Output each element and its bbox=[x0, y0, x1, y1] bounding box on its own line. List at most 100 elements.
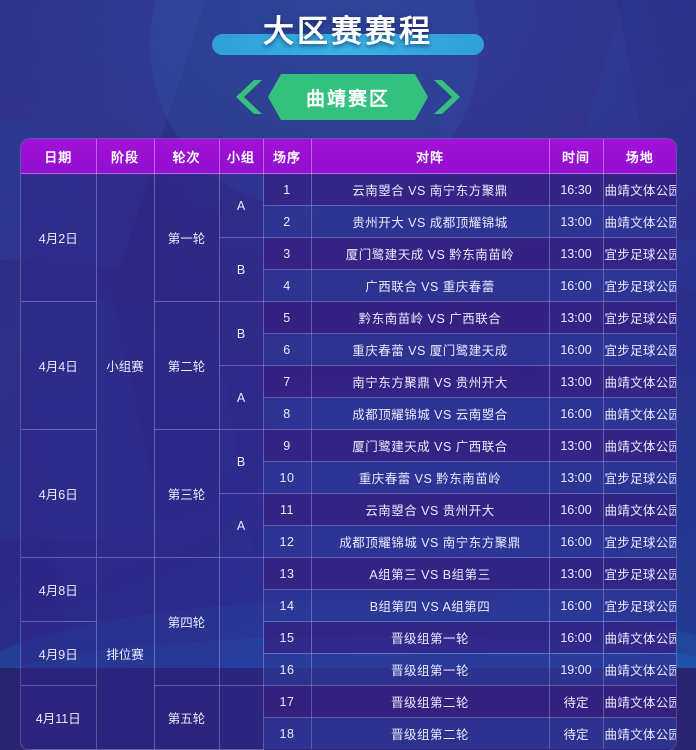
cell-time: 19:00 bbox=[549, 653, 604, 686]
cell-date: 4月4日 bbox=[21, 301, 97, 430]
cell-match: 成都顶耀锦城 VS 南宁东方聚鼎 bbox=[311, 525, 550, 558]
column-header-seq: 场序 bbox=[263, 139, 312, 174]
table-row: 4 广西联合 VS 重庆春蕾 16:00 宜步足球公园 bbox=[21, 269, 676, 302]
cell-venue: 宜步足球公园 bbox=[603, 237, 676, 270]
cell-match: 黔东南苗岭 VS 广西联合 bbox=[311, 301, 550, 334]
chevron-left-icon bbox=[236, 80, 266, 114]
cell-venue: 曲靖文体公园 bbox=[603, 365, 676, 398]
zone-banner: 曲靖赛区 bbox=[236, 74, 460, 120]
cell-time: 13:00 bbox=[549, 301, 604, 334]
cell-stage: 排位赛 bbox=[96, 557, 155, 750]
cell-venue: 宜步足球公园 bbox=[603, 589, 676, 622]
cell-round: 第三轮 bbox=[154, 429, 220, 558]
column-header-group: 小组 bbox=[219, 139, 264, 174]
cell-time: 16:00 bbox=[549, 493, 604, 526]
cell-seq: 18 bbox=[263, 717, 312, 749]
cell-match: 贵州开大 VS 成都顶耀锦城 bbox=[311, 205, 550, 238]
cell-venue: 宜步足球公园 bbox=[603, 333, 676, 366]
cell-venue: 宜步足球公园 bbox=[603, 525, 676, 558]
cell-time: 16:00 bbox=[549, 589, 604, 622]
column-header-stage: 阶段 bbox=[96, 139, 155, 174]
cell-venue: 曲靖文体公园 bbox=[603, 685, 676, 718]
cell-group bbox=[219, 557, 264, 686]
cell-match: 重庆春蕾 VS 黔东南苗岭 bbox=[311, 461, 550, 494]
table-row: 6 重庆春蕾 VS 厦门鹭建天成 16:00 宜步足球公园 bbox=[21, 333, 676, 366]
title-block: 大区赛赛程 bbox=[0, 6, 696, 55]
cell-seq: 5 bbox=[263, 301, 312, 334]
column-header-date: 日期 bbox=[21, 139, 97, 174]
cell-match: 厦门鹭建天成 VS 广西联合 bbox=[311, 429, 550, 462]
cell-time: 13:00 bbox=[549, 237, 604, 270]
cell-time: 16:00 bbox=[549, 269, 604, 302]
cell-time: 待定 bbox=[549, 685, 604, 718]
cell-seq: 16 bbox=[263, 653, 312, 686]
cell-venue: 宜步足球公园 bbox=[603, 461, 676, 494]
cell-seq: 15 bbox=[263, 621, 312, 654]
cell-date: 4月8日 bbox=[21, 557, 97, 622]
cell-match: 广西联合 VS 重庆春蕾 bbox=[311, 269, 550, 302]
cell-venue: 曲靖文体公园 bbox=[603, 397, 676, 430]
cell-seq: 17 bbox=[263, 685, 312, 718]
cell-time: 16:30 bbox=[549, 173, 604, 206]
cell-group: B bbox=[219, 237, 264, 302]
table-row: A 11 云南曌合 VS 贵州开大 16:00 曲靖文体公园 bbox=[21, 493, 676, 558]
schedule-table-container: 日期 阶段 轮次 小组 场序 对阵 时间 场地 4月2日 小组赛 第一轮 A 1 云南曌合… bbox=[21, 139, 676, 750]
table-row: 8 成都顶耀锦城 VS 云南曌合 16:00 曲靖文体公园 bbox=[21, 397, 676, 430]
cell-seq: 4 bbox=[263, 269, 312, 302]
cell-seq: 8 bbox=[263, 397, 312, 430]
column-header-round: 轮次 bbox=[154, 139, 220, 174]
zone-hex-plate: 曲靖赛区 bbox=[268, 74, 428, 120]
cell-match: 晋级组第一轮 bbox=[311, 621, 550, 654]
cell-match: 成都顶耀锦城 VS 云南曌合 bbox=[311, 397, 550, 430]
table-body: 4月2日 小组赛 第一轮 A 1 云南曌合 VS 南宁东方聚鼎 16:30 曲靖文体公园 2 贵州… bbox=[21, 173, 676, 750]
title-underline-bar bbox=[212, 34, 484, 55]
cell-time: 13:00 bbox=[549, 429, 604, 462]
cell-seq: 2 bbox=[263, 205, 312, 238]
cell-seq: 14 bbox=[263, 589, 312, 622]
table-header-row: 日期 阶段 轮次 小组 场序 对阵 时间 场地 bbox=[21, 139, 676, 174]
cell-date: 4月9日 bbox=[21, 621, 97, 686]
cell-date: 4月11日 bbox=[21, 685, 97, 750]
cell-venue: 曲靖文体公园 bbox=[603, 621, 676, 654]
cell-match: 南宁东方聚鼎 VS 贵州开大 bbox=[311, 365, 550, 398]
table-row: 4月4日 第二轮 B 5 黔东南苗岭 VS 广西联合 13:00 宜步足球公园 bbox=[21, 301, 676, 430]
cell-match: 晋级组第一轮 bbox=[311, 653, 550, 686]
cell-group: A bbox=[219, 173, 264, 238]
cell-venue: 宜步足球公园 bbox=[603, 557, 676, 590]
cell-seq: 3 bbox=[263, 237, 312, 270]
cell-time: 16:00 bbox=[549, 525, 604, 558]
cell-venue: 宜步足球公园 bbox=[603, 301, 676, 334]
table-row: 10 重庆春蕾 VS 黔东南苗岭 13:00 宜步足球公园 bbox=[21, 461, 676, 494]
page-header: 大区赛赛程 曲靖赛区 bbox=[0, 0, 696, 130]
cell-match: B组第四 VS A组第四 bbox=[311, 589, 550, 622]
page-title: 大区赛赛程 bbox=[263, 14, 433, 49]
cell-time: 16:00 bbox=[549, 397, 604, 430]
cell-time: 13:00 bbox=[549, 205, 604, 238]
cell-date: 4月6日 bbox=[21, 429, 97, 558]
cell-seq: 9 bbox=[263, 429, 312, 462]
cell-match: 晋级组第二轮 bbox=[311, 717, 550, 749]
zone-label: 曲靖赛区 bbox=[305, 88, 390, 110]
cell-match: 厦门鹭建天成 VS 黔东南苗岭 bbox=[311, 237, 550, 270]
cell-seq: 7 bbox=[263, 365, 312, 398]
cell-venue: 曲靖文体公园 bbox=[603, 173, 676, 206]
cell-seq: 12 bbox=[263, 525, 312, 558]
table-row: 14 B组第四 VS A组第四 16:00 宜步足球公园 bbox=[21, 589, 676, 622]
cell-time: 16:00 bbox=[549, 333, 604, 366]
cell-group: B bbox=[219, 301, 264, 366]
table-row: B 3 厦门鹭建天成 VS 黔东南苗岭 13:00 宜步足球公园 bbox=[21, 237, 676, 302]
cell-group: B bbox=[219, 429, 264, 494]
cell-venue: 曲靖文体公园 bbox=[603, 493, 676, 526]
schedule-table: 日期 阶段 轮次 小组 场序 对阵 时间 场地 4月2日 小组赛 第一轮 A 1 云南曌合… bbox=[21, 139, 676, 750]
cell-match: 云南曌合 VS 贵州开大 bbox=[311, 493, 550, 526]
cell-group: A bbox=[219, 365, 264, 430]
cell-venue: 宜步足球公园 bbox=[603, 269, 676, 302]
cell-seq: 11 bbox=[263, 493, 312, 526]
cell-round: 第二轮 bbox=[154, 301, 220, 430]
cell-time: 13:00 bbox=[549, 557, 604, 590]
cell-venue: 曲靖文体公园 bbox=[603, 653, 676, 686]
cell-venue: 曲靖文体公园 bbox=[603, 717, 676, 749]
cell-stage: 小组赛 bbox=[96, 173, 155, 558]
cell-venue: 曲靖文体公园 bbox=[603, 429, 676, 462]
table-row: 4月6日 第三轮 B 9 厦门鹭建天成 VS 广西联合 13:00 曲靖文体公园 bbox=[21, 429, 676, 558]
